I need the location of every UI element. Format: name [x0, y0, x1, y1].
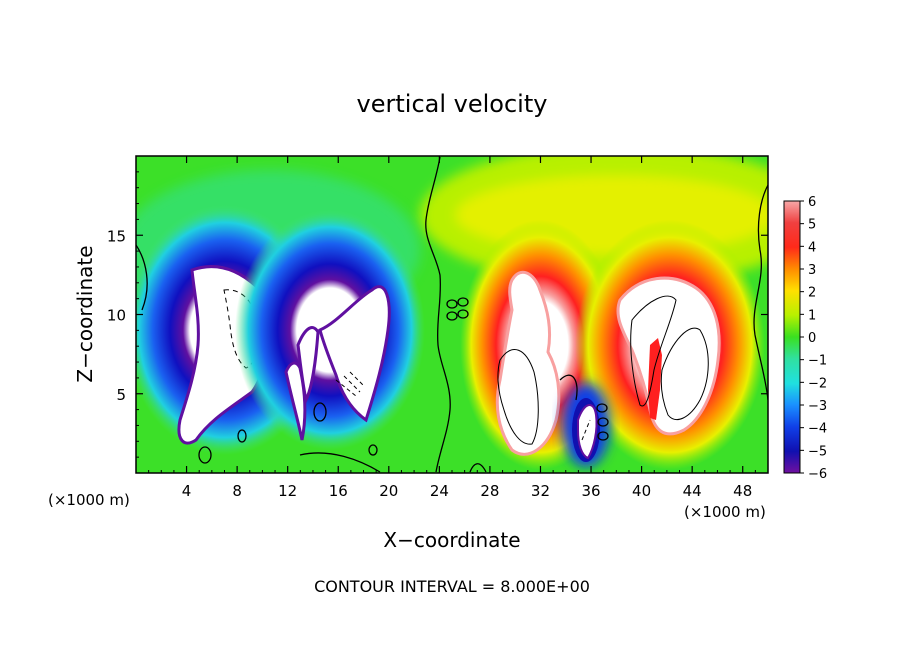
colorbar-tick-label: −3 [808, 399, 827, 414]
zero-contour-right-edge [753, 184, 768, 401]
colorbar-tick-label: −4 [808, 422, 827, 437]
x-tick-label: 20 [379, 482, 398, 500]
y-tick-label: 15 [107, 227, 126, 245]
y-axis-label: Z−coordinate [73, 245, 97, 382]
contour-interval-note: CONTOUR INTERVAL = 8.000E+00 [314, 577, 590, 596]
colorbar: 6 5 4 3 2 1 0 −1 −2 −3 −4 −5 −6 [783, 195, 827, 482]
x-tick-label: 24 [430, 482, 449, 500]
x-tick-label: 44 [683, 482, 702, 500]
colorbar-tick-label: 0 [808, 331, 816, 346]
colorbar-tick-label: −1 [808, 354, 827, 369]
zero-contour-left-edge [136, 244, 148, 311]
x-unit-left: (×1000 m) [48, 491, 130, 509]
x-tick-label: 8 [232, 482, 242, 500]
plot-area [136, 156, 768, 473]
x-tick-label: 48 [733, 482, 752, 500]
colorbar-tick-label: 1 [808, 308, 816, 323]
x-tick-label: 16 [329, 482, 348, 500]
colorbar-ticks: 6 5 4 3 2 1 0 −1 −2 −3 −4 −5 −6 [800, 195, 827, 482]
colorbar-tick-label: −6 [808, 467, 827, 482]
updraft-right [575, 220, 765, 470]
colorbar-gradient [783, 200, 801, 474]
x-tick-label: 28 [480, 482, 499, 500]
downdraft-small [562, 383, 610, 467]
x-tick-label: 32 [531, 482, 550, 500]
chart-title: vertical velocity [357, 90, 548, 118]
y-axis: 5 10 15 [107, 171, 768, 458]
x-tick-label: 36 [581, 482, 600, 500]
x-unit-right: (×1000 m) [684, 503, 766, 521]
y-tick-label: 5 [116, 386, 126, 404]
x-axis: 4 8 12 16 20 24 28 32 36 40 44 48 [148, 156, 756, 500]
colorbar-tick-label: −2 [808, 376, 827, 391]
y-tick-label: 10 [107, 307, 126, 325]
zero-contour-main [425, 156, 451, 473]
x-tick-label: 40 [632, 482, 651, 500]
downdraft-center [235, 210, 425, 450]
x-tick-label: 4 [182, 482, 192, 500]
colorbar-tick-label: 4 [808, 240, 816, 255]
colorbar-tick-label: 6 [808, 195, 816, 210]
colorbar-tick-label: −5 [808, 444, 827, 459]
colorbar-tick-label: 2 [808, 286, 816, 301]
x-axis-label: X−coordinate [383, 528, 520, 552]
colorbar-tick-label: 3 [808, 263, 816, 278]
colorbar-tick-label: 5 [808, 218, 816, 233]
zero-contour-small-loops [198, 297, 609, 473]
x-tick-label: 12 [278, 482, 297, 500]
